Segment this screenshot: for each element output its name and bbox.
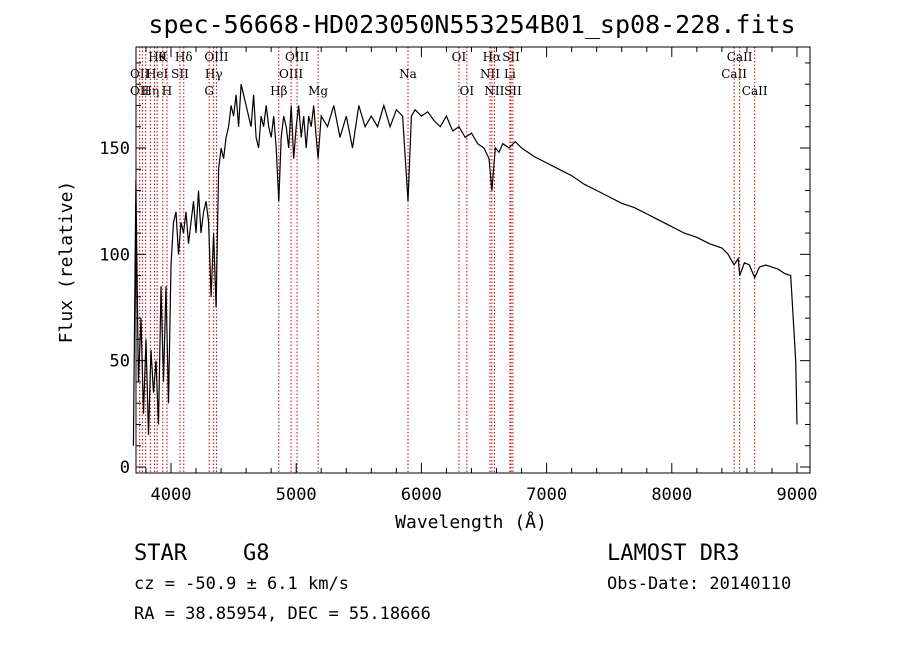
line-label: Hα xyxy=(483,50,502,64)
plot-frame xyxy=(135,46,811,474)
coordinates: RA = 38.85954, DEC = 55.18666 xyxy=(134,604,431,624)
line-label: NII xyxy=(484,84,504,98)
line-label: Hδ xyxy=(175,50,193,64)
line-label: OI xyxy=(460,84,475,98)
spectral-lines: OIIOIIHηHθHeIKHSIIHδGHγOIIIHβOIIIOIIIMgN… xyxy=(130,47,768,473)
x-axis-label: Wavelength (Å) xyxy=(395,511,547,533)
data-series xyxy=(132,84,798,446)
x-tick-label: 4000 xyxy=(151,485,192,505)
line-label: OIII xyxy=(279,67,303,81)
line-label: Hθ xyxy=(148,50,166,64)
line-label: G xyxy=(204,84,214,98)
line-label: NII xyxy=(480,67,500,81)
line-label: Hη xyxy=(142,84,160,98)
line-label: K xyxy=(158,50,168,64)
y-tick-label: 0 xyxy=(120,458,130,478)
flux-series-line xyxy=(132,84,798,446)
line-label: OII xyxy=(130,67,150,81)
obs-date: Obs-Date: 20140110 xyxy=(607,574,791,594)
x-tick-label: 7000 xyxy=(526,485,567,505)
x-tick-label: 9000 xyxy=(777,485,818,505)
line-label: SII xyxy=(171,67,189,81)
line-label: SII xyxy=(502,50,520,64)
line-label: OIII xyxy=(204,50,228,64)
x-tick-label: 8000 xyxy=(651,485,692,505)
line-label: CaII xyxy=(742,84,768,98)
line-label: CaII xyxy=(727,50,753,64)
line-label: H xyxy=(162,84,172,98)
line-label: OI xyxy=(452,50,467,64)
survey-name: LAMOST DR3 xyxy=(607,541,739,566)
redshift-cz: cz = -50.9 ± 6.1 km/s xyxy=(134,574,349,594)
line-label: OII xyxy=(130,84,150,98)
line-label: Hβ xyxy=(270,84,287,98)
subclass: G8 xyxy=(243,541,270,566)
line-label: Mg xyxy=(308,84,328,98)
axes: 4000 5000 6000 7000 8000 9000 0 50 100 150 xyxy=(99,46,818,505)
line-label: SII xyxy=(504,84,522,98)
line-label: Hγ xyxy=(205,67,223,81)
x-tick-label: 5000 xyxy=(276,485,317,505)
y-axis-label: Flux (relative) xyxy=(56,181,77,344)
y-tick-label: 150 xyxy=(99,139,130,159)
line-label: Li xyxy=(504,67,516,81)
x-tick-label: 6000 xyxy=(401,485,442,505)
y-tick-label: 100 xyxy=(99,245,130,265)
line-label: HeI xyxy=(146,67,169,81)
line-label: OIII xyxy=(285,50,309,64)
line-label: CaII xyxy=(721,67,747,81)
line-label: Na xyxy=(399,67,417,81)
object-type: STAR xyxy=(134,541,188,566)
chart-title: spec-56668-HD023050N553254B01_sp08-228.f… xyxy=(148,10,795,39)
y-tick-label: 50 xyxy=(110,352,130,372)
